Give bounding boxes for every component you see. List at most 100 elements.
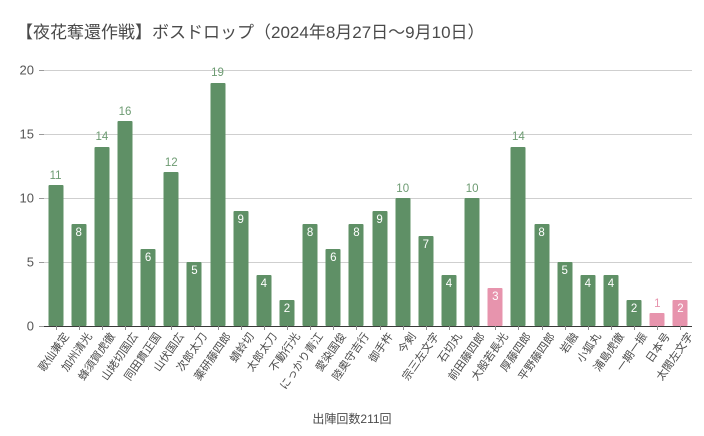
bar[interactable]: 7 bbox=[418, 236, 434, 326]
y-tick-label-20: 20 bbox=[19, 62, 34, 78]
bar[interactable]: 8 bbox=[348, 223, 364, 326]
gridline-15 bbox=[44, 134, 692, 135]
x-tickmark bbox=[171, 326, 173, 330]
bar[interactable]: 10 bbox=[464, 183, 480, 326]
bar-slot: 14 bbox=[507, 70, 530, 326]
bar[interactable]: 6 bbox=[325, 249, 341, 326]
chart-title: 【夜花奪還作戦】ボスドロップ（2024年8月27日～9月10日） bbox=[16, 23, 485, 42]
y-tick-label-10: 10 bbox=[19, 190, 34, 206]
bar-value-label: 4 bbox=[584, 277, 592, 290]
bar-slot: 9 bbox=[368, 70, 391, 326]
bar[interactable]: 3 bbox=[487, 287, 503, 326]
bar-value-label: 4 bbox=[260, 277, 268, 290]
bar-value-label: 5 bbox=[561, 265, 568, 277]
x-tickmark bbox=[402, 326, 404, 330]
bar[interactable]: 8 bbox=[71, 223, 87, 326]
bar-slot: 6 bbox=[137, 70, 160, 326]
bar-slot: 4 bbox=[252, 70, 275, 326]
bar-value-label: 12 bbox=[164, 156, 178, 169]
x-tickmark bbox=[472, 326, 474, 330]
bar-value-label: 6 bbox=[330, 252, 337, 265]
bar-slot: 4 bbox=[437, 70, 460, 326]
x-tickmark bbox=[425, 326, 427, 330]
bar-slot: 11 bbox=[44, 70, 67, 326]
bar-value-label: 10 bbox=[465, 182, 479, 195]
bar[interactable]: 9 bbox=[372, 210, 388, 326]
bar[interactable]: 1 bbox=[649, 298, 665, 326]
bar-value-label: 8 bbox=[306, 226, 314, 239]
bar-slot: 10 bbox=[391, 70, 414, 326]
x-tickmark bbox=[379, 326, 381, 330]
x-tickmark bbox=[356, 326, 358, 330]
y-tickmark-15 bbox=[39, 134, 44, 135]
y-tick-label-15: 15 bbox=[19, 126, 34, 142]
bar-slot: 5 bbox=[183, 70, 206, 326]
y-tick-label-5: 5 bbox=[26, 254, 34, 270]
x-tickmark bbox=[148, 326, 150, 330]
bar-value-label: 11 bbox=[49, 169, 62, 182]
bar[interactable]: 19 bbox=[210, 68, 226, 326]
bar[interactable]: 5 bbox=[557, 262, 573, 326]
bar-slot: 8 bbox=[345, 70, 368, 326]
bar[interactable]: 6 bbox=[140, 249, 156, 326]
bar-slot: 3 bbox=[484, 70, 507, 326]
bar[interactable]: 10 bbox=[395, 183, 411, 326]
bar-slot: 4 bbox=[576, 70, 599, 326]
bar-slot: 14 bbox=[90, 70, 113, 326]
x-tickmark bbox=[101, 326, 103, 330]
bar[interactable]: 2 bbox=[279, 300, 295, 326]
bar[interactable]: 2 bbox=[672, 300, 688, 326]
bar[interactable]: 14 bbox=[94, 132, 110, 326]
bar[interactable]: 8 bbox=[302, 223, 318, 326]
bar-slot: 9 bbox=[229, 70, 252, 326]
bar-value-label: 8 bbox=[75, 226, 82, 239]
bar-slot: 10 bbox=[461, 70, 484, 326]
x-tickmark bbox=[125, 326, 126, 330]
x-tickmark bbox=[240, 326, 242, 330]
bar-value-label: 3 bbox=[492, 290, 499, 303]
bar-value-label: 8 bbox=[353, 226, 360, 239]
bar[interactable]: 8 bbox=[534, 223, 550, 326]
x-tickmark bbox=[518, 326, 520, 330]
x-tickmark bbox=[263, 326, 265, 330]
x-tickmark bbox=[495, 326, 497, 330]
x-axis-tickmarks bbox=[44, 326, 692, 331]
bar[interactable]: 11 bbox=[48, 170, 64, 326]
bar[interactable]: 14 bbox=[510, 132, 526, 326]
bar-value-label: 1 bbox=[654, 297, 661, 310]
y-tick-label-0: 0 bbox=[26, 318, 34, 334]
x-axis-category-labels: 歌仙兼定 加州清光 蜂須賀虎徹 山姥切国広 同田貫正国 山伏国広 次郎太刀 薬研藤四郎 蜻蛉切太… bbox=[36, 331, 696, 411]
bar[interactable]: 4 bbox=[580, 274, 596, 326]
x-tickmark bbox=[680, 326, 682, 330]
bar-value-label: 14 bbox=[95, 131, 109, 144]
bar[interactable]: 2 bbox=[626, 300, 642, 326]
bar-value-label: 7 bbox=[422, 239, 430, 252]
y-tickmark-5 bbox=[39, 262, 44, 263]
bar-slot: 6 bbox=[322, 70, 345, 326]
bar-slot: 4 bbox=[599, 70, 622, 326]
bar[interactable]: 4 bbox=[603, 274, 619, 326]
bar-value-label: 10 bbox=[396, 182, 410, 195]
bar[interactable]: 5 bbox=[186, 262, 202, 326]
bar[interactable]: 9 bbox=[233, 210, 249, 326]
bar-value-label: 4 bbox=[607, 277, 615, 290]
bar-value-label: 9 bbox=[237, 213, 244, 226]
x-tickmark bbox=[587, 326, 589, 330]
bar[interactable]: 4 bbox=[441, 274, 457, 326]
bar-value-label: 4 bbox=[445, 277, 453, 290]
bar[interactable]: 12 bbox=[163, 157, 179, 326]
bar[interactable]: 4 bbox=[256, 274, 272, 326]
x-tickmark bbox=[217, 326, 219, 330]
bar[interactable]: 16 bbox=[117, 106, 133, 326]
bar-slot: 8 bbox=[530, 70, 553, 326]
y-axis-tick-labels: 0 5 10 15 20 bbox=[0, 63, 44, 334]
bar-value-label: 9 bbox=[376, 213, 383, 226]
x-tickmark bbox=[541, 326, 543, 330]
bar-value-label: 2 bbox=[283, 303, 291, 316]
x-category-label: 今剣 bbox=[396, 331, 419, 356]
gridline-5 bbox=[44, 262, 692, 263]
bar-slot: 2 bbox=[669, 70, 692, 326]
bar-value-label: 14 bbox=[512, 131, 525, 144]
x-tickmark bbox=[310, 326, 312, 330]
